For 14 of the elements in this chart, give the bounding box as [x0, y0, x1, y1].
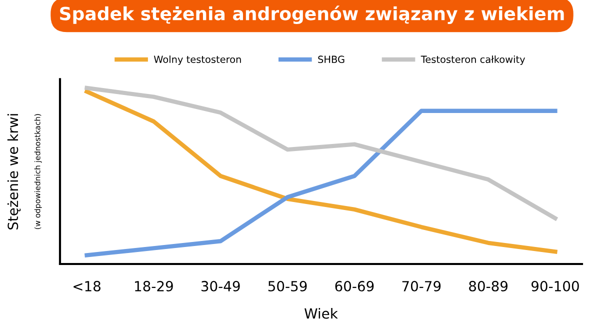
legend-label: Wolny testosteron: [154, 55, 241, 65]
x-axis-title: Wiek: [304, 308, 338, 319]
chart-title: Spadek stężenia androgenów związany z wiekiem: [60, 6, 564, 24]
y-axis-title: Stężenie we krwi: [7, 114, 21, 230]
x-tick-label: <18: [74, 280, 100, 292]
x-tick-label: 90-100: [532, 280, 579, 292]
x-tick-label: 50-59: [268, 280, 307, 292]
x-tick-label: 30-49: [201, 280, 240, 292]
x-tick-label: 70-79: [402, 280, 441, 292]
legend-label: SHBG: [318, 56, 344, 64]
legend-label: Testosteron całkowity: [420, 55, 526, 65]
x-tick-label: 80-89: [469, 280, 508, 292]
x-tick-label: 18-29: [135, 280, 173, 292]
x-tick-label: 60-69: [335, 280, 374, 292]
